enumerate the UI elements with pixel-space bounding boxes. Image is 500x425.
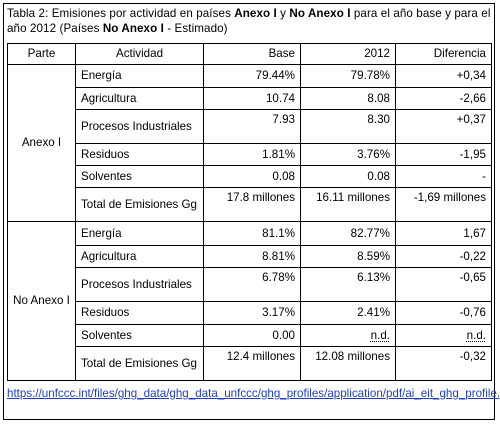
cell-actividad: Residuos xyxy=(75,143,204,166)
table-row: Agricultura 10.74 8.08 -2,66 xyxy=(8,87,492,110)
cell-diferencia: +0,34 xyxy=(395,64,492,88)
cell-actividad: Energía xyxy=(75,64,204,88)
cell-2012: 8.30 xyxy=(300,109,396,144)
cell-base: 10.74 xyxy=(203,87,301,110)
cell-diferencia: -1,95 xyxy=(395,143,492,166)
cell-actividad: Total de Emisiones Gg xyxy=(75,346,204,381)
caption-text: y xyxy=(276,7,290,20)
cell-actividad: Residuos xyxy=(75,301,204,325)
cell-diferencia: 1,67 xyxy=(395,221,492,246)
header-parte: Parte xyxy=(7,43,76,65)
caption-text: - Estimado) xyxy=(163,22,228,35)
cell-diferencia: -2,66 xyxy=(395,87,492,110)
table-row: Agricultura 8.81% 8.59% -0,22 xyxy=(8,245,492,268)
header-base: Base xyxy=(203,43,301,65)
emissions-table: Parte Actividad Base 2012 Diferencia Ane… xyxy=(7,43,492,381)
cell-actividad: Procesos Industriales xyxy=(75,109,204,144)
cell-base: 1.81% xyxy=(203,143,301,166)
group-label-anexo-i: Anexo I xyxy=(7,64,76,222)
cell-actividad: Procesos Industriales xyxy=(75,267,204,302)
cell-base: 81.1% xyxy=(203,221,301,246)
cell-base: 3.17% xyxy=(203,301,301,325)
cell-2012: 6.13% xyxy=(300,267,396,302)
table-row: Solventes 0.08 0.08 - xyxy=(8,165,492,188)
cell-2012: 79.78% xyxy=(300,64,396,88)
table-row: Procesos Industriales 7.93 8.30 +0,37 xyxy=(8,109,492,144)
group-label-no-anexo-i: No Anexo I xyxy=(7,221,76,381)
caption-text: Tabla 2: Emisiones por actividad en país… xyxy=(7,7,235,20)
cell-actividad: Agricultura xyxy=(75,245,204,268)
cell-diferencia: - xyxy=(395,165,492,188)
caption-bold-no-anexo: No Anexo I xyxy=(102,22,164,35)
table-row: Procesos Industriales 6.78% 6.13% -0,65 xyxy=(8,267,492,302)
cell-diferencia: -1,69 millones xyxy=(395,187,492,222)
cell-diferencia: -0,65 xyxy=(395,267,492,302)
cell-base: 0.08 xyxy=(203,165,301,188)
table-caption: Tabla 2: Emisiones por actividad en país… xyxy=(7,6,491,36)
cell-diferencia: +0,37 xyxy=(395,109,492,144)
cell-base: 17.8 millones xyxy=(203,187,301,222)
cell-actividad: Total de Emisiones Gg xyxy=(75,187,204,222)
table-row: No Anexo I Energía 81.1% 82.77% 1,67 xyxy=(7,221,492,381)
table-row: Total de Emisiones Gg 17.8 millones 16.1… xyxy=(8,187,492,222)
caption-text: para el año base y para el año 2012 (Paí… xyxy=(7,7,491,35)
cell-base: 6.78% xyxy=(203,267,301,302)
cell-actividad: Energía xyxy=(75,221,204,246)
cell-2012: 16.11 millones xyxy=(300,187,396,222)
header-actividad: Actividad xyxy=(75,43,204,65)
table-row: Solventes 0.00 n.d. n.d. xyxy=(8,324,492,347)
caption-bold-no-anexo: No Anexo I xyxy=(289,7,351,20)
cell-2012: 2.41% xyxy=(300,301,396,325)
cell-2012: 12.08 millones xyxy=(300,346,396,381)
table-row: Total de Emisiones Gg 12.4 millones 12.0… xyxy=(8,346,492,381)
table-row: Residuos 3.17% 2.41% -0,76 xyxy=(8,301,492,325)
cell-2012: 8.08 xyxy=(300,87,396,110)
cell-base: 8.81% xyxy=(203,245,301,268)
cell-diferencia: n.d. xyxy=(395,324,492,347)
cell-actividad: Agricultura xyxy=(75,87,204,110)
not-available-value: n.d. xyxy=(370,328,390,342)
cell-2012: 3.76% xyxy=(300,143,396,166)
cell-2012: 0.08 xyxy=(300,165,396,188)
cell-diferencia: -0,22 xyxy=(395,245,492,268)
header-diferencia: Diferencia xyxy=(395,43,492,65)
cell-2012: n.d. xyxy=(300,324,396,347)
not-available-value: n.d. xyxy=(466,328,486,342)
header-row: Parte Actividad Base 2012 Diferencia xyxy=(7,43,492,65)
cell-2012: 8.59% xyxy=(300,245,396,268)
table-row: Residuos 1.81% 3.76% -1,95 xyxy=(8,143,492,166)
cell-base: 7.93 xyxy=(203,109,301,144)
cell-diferencia: -0,76 xyxy=(395,301,492,325)
cell-actividad: Solventes xyxy=(75,324,204,347)
caption-bold-anexo: Anexo I xyxy=(234,7,277,20)
cell-base: 79.44% xyxy=(203,64,301,88)
cell-actividad: Solventes xyxy=(75,165,204,188)
cell-base: 0.00 xyxy=(203,324,301,347)
header-2012: 2012 xyxy=(300,43,396,65)
table-row: Anexo I Energía 79.44% 79.78% +0,34 xyxy=(7,64,492,222)
source-link[interactable]: https://unfccc.int/files/ghg_data/ghg_da… xyxy=(7,387,500,400)
cell-diferencia: -0,32 xyxy=(395,346,492,381)
cell-base: 12.4 millones xyxy=(203,346,301,381)
cell-2012: 82.77% xyxy=(300,221,396,246)
